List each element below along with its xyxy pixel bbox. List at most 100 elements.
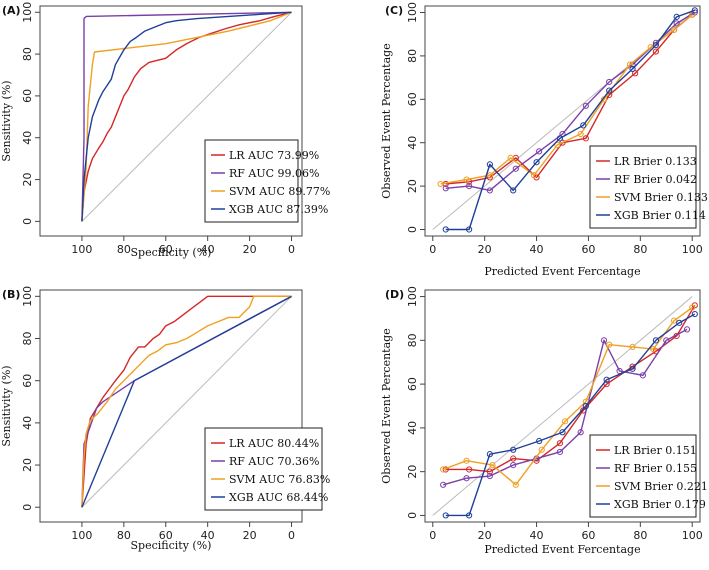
data-point-svm (629, 343, 636, 351)
data-point-rf (510, 461, 517, 469)
legend-entry-rf: RF Brier 0.155 (614, 462, 697, 475)
data-point-rf (582, 102, 589, 109)
y-tick-label: 40 (406, 421, 419, 435)
data-point-rf (639, 372, 647, 379)
data-point-lr (556, 440, 564, 447)
legend-entry-rf: RF AUC 99.06% (229, 167, 319, 180)
data-point-svm (561, 418, 569, 425)
data-point-svm (538, 446, 545, 453)
data-point-xgb (691, 310, 698, 318)
data-point-rf (673, 20, 680, 27)
y-tick-label: 100 (406, 2, 419, 23)
plot-frame (424, 5, 701, 237)
y-tick-label: 20 (21, 458, 34, 472)
x-tick-label: 80 (633, 529, 647, 542)
series-line-lr (81, 295, 292, 508)
series-line-xgb (445, 9, 696, 231)
x-tick-label: 0 (429, 243, 436, 256)
y-tick-label: 60 (406, 92, 419, 106)
data-point-xgb (556, 135, 564, 142)
data-point-rf (440, 481, 447, 488)
x-tick-label: 20 (478, 243, 492, 256)
y-tick-label: 20 (406, 465, 419, 479)
x-tick-label: 20 (478, 529, 492, 542)
legend-entry-lr: LR Brier 0.151 (614, 444, 697, 457)
panel-c-calibration: (C) 0 20 40 60 80 100 0 20 40 60 80 100 Predicted Eve… (380, 2, 708, 278)
x-tick-label: 60 (159, 529, 173, 542)
data-point-svm (489, 461, 496, 469)
plot-frame (39, 5, 303, 237)
x-axis-title: Predicted Event Fercentage (484, 265, 640, 278)
reference-diagonal (81, 295, 292, 508)
plot-frame (424, 289, 701, 523)
reference-diagonal (432, 296, 693, 516)
data-point-rf (683, 326, 691, 333)
y-tick-label: 60 (21, 89, 34, 103)
y-axis-title: Sensitivity (%) (0, 80, 13, 161)
data-point-xgb (603, 376, 610, 383)
data-point-lr (652, 48, 659, 55)
data-point-svm (577, 130, 584, 138)
y-tick-label: 80 (21, 47, 34, 61)
data-point-xgb (691, 7, 698, 14)
data-point-xgb (582, 402, 589, 410)
data-point-lr (442, 466, 449, 473)
panel-label: (D) (385, 288, 404, 301)
data-point-svm (606, 341, 613, 348)
plot-frame (39, 289, 303, 523)
panel-label: (C) (385, 4, 403, 17)
data-point-xgb (652, 41, 659, 49)
data-point-svm (554, 141, 561, 148)
panel-label: (B) (2, 288, 20, 301)
data-point-rf (600, 337, 608, 344)
y-tick-label: 80 (21, 332, 34, 346)
data-point-svm (650, 345, 657, 353)
legend-entry-svm: SVM AUC 89.77% (229, 185, 330, 198)
x-tick-label: 0 (288, 243, 295, 256)
data-point-lr (582, 135, 589, 142)
data-point-svm (670, 317, 678, 324)
legend-entry-rf: RF Brier 0.042 (614, 173, 697, 186)
x-tick-label: 60 (581, 243, 595, 256)
data-point-rf (606, 78, 613, 86)
series-line-xgb (445, 313, 696, 517)
data-point-xgb (559, 429, 566, 436)
legend-entry-xgb: XGB AUC 68.44% (229, 491, 328, 504)
y-tick-label: 0 (406, 226, 419, 233)
data-point-xgb (486, 451, 493, 458)
x-tick-label: 80 (117, 529, 131, 542)
y-tick-label: 40 (21, 131, 34, 145)
series-line-svm (81, 295, 292, 508)
y-axis-title: Sensitivity (%) (0, 365, 13, 446)
x-axis-title: Specificity (%) (131, 246, 212, 259)
x-tick-label: 40 (201, 243, 215, 256)
data-point-rf (466, 182, 473, 190)
series-line-lr (445, 304, 696, 473)
data-point-rf (536, 148, 543, 155)
data-point-xgb (442, 512, 449, 519)
x-tick-label: 20 (243, 243, 257, 256)
x-tick-label: 60 (581, 529, 595, 542)
y-tick-label: 60 (406, 377, 419, 391)
data-point-svm (689, 11, 696, 18)
legend-entry-lr: LR AUC 80.44% (229, 437, 319, 450)
data-point-xgb (629, 365, 636, 372)
y-tick-label: 40 (406, 136, 419, 150)
y-tick-label: 0 (21, 218, 34, 225)
series-line-xgb (81, 295, 292, 508)
y-tick-label: 20 (406, 179, 419, 193)
data-point-svm (670, 26, 678, 33)
y-tick-label: 100 (21, 286, 34, 307)
data-point-lr (510, 455, 517, 462)
series-line-lr (445, 14, 693, 185)
data-point-xgb (486, 161, 493, 168)
data-point-xgb (629, 65, 636, 73)
x-tick-label: 0 (429, 529, 436, 542)
x-tick-label: 40 (201, 529, 215, 542)
x-tick-label: 80 (117, 243, 131, 256)
data-point-xgb (510, 446, 517, 453)
data-point-lr (486, 468, 493, 475)
legend-entry-svm: SVM Brier 0.133 (614, 191, 708, 204)
panel-d-calibration: (D) 0 20 40 60 80 100 0 20 40 60 80 100 Predicted Eve… (380, 286, 708, 556)
